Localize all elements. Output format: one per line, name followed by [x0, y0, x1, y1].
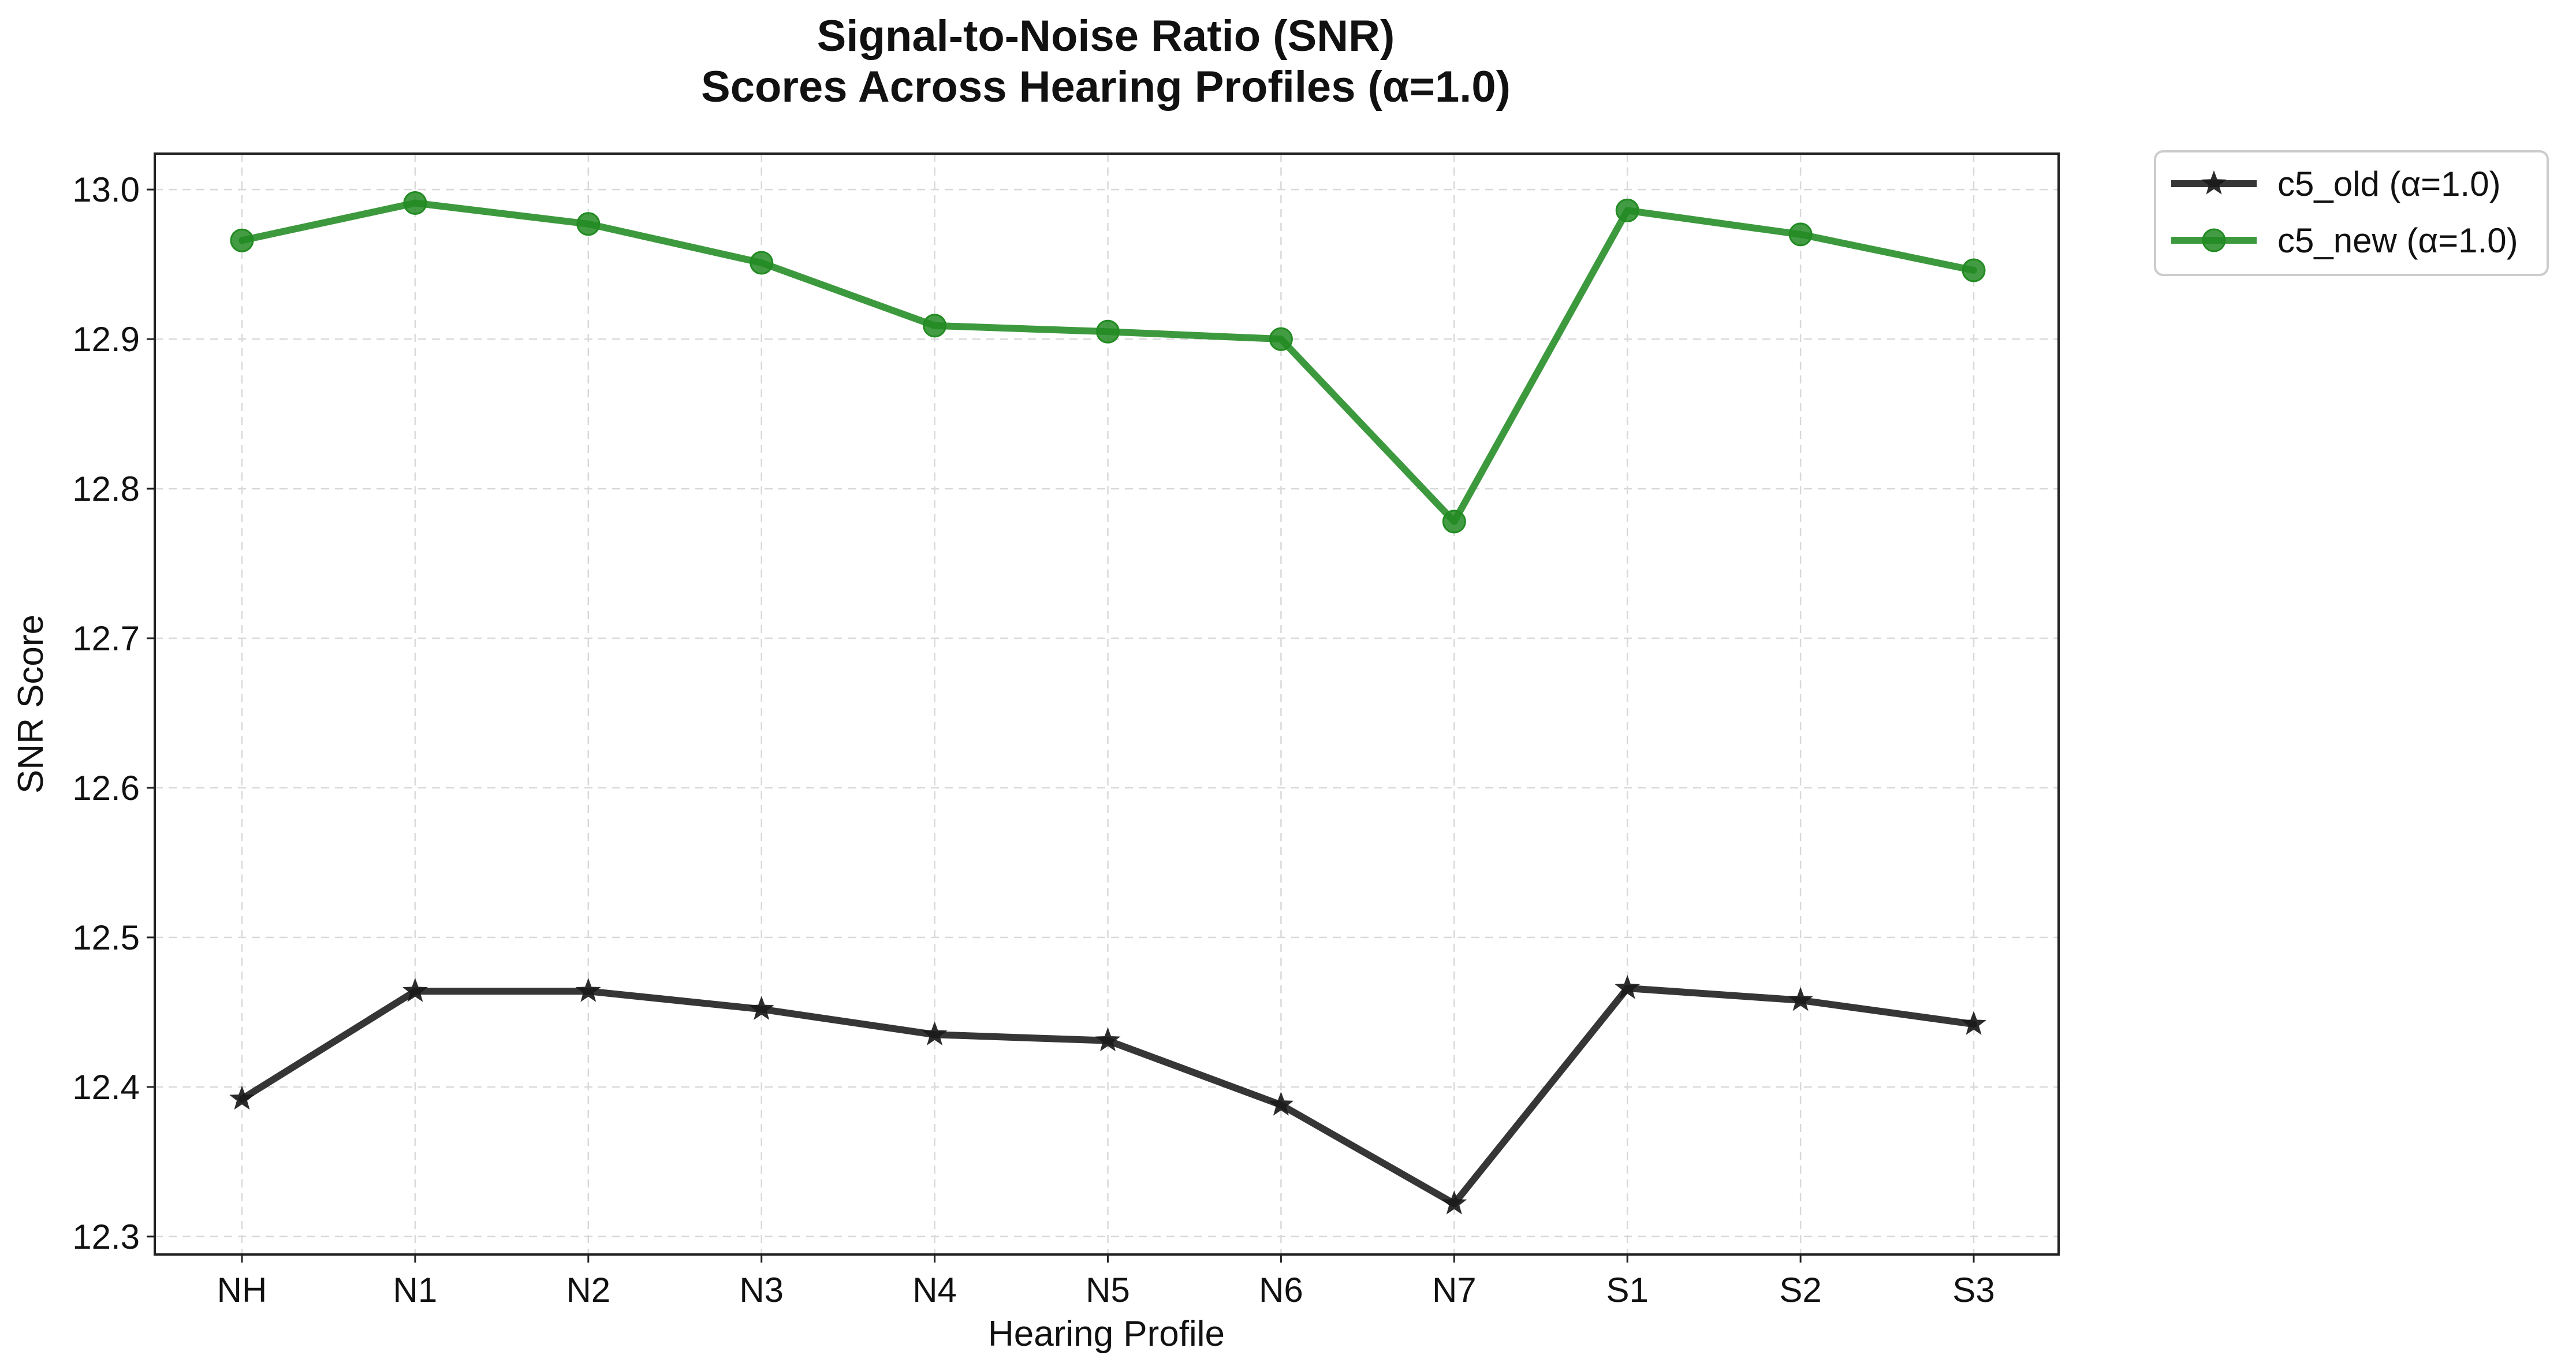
legend-marker [2202, 228, 2226, 252]
series-2 [230, 191, 1986, 534]
y-tick-label: 12.7 [72, 619, 140, 658]
plot-area-frame [154, 152, 2060, 1256]
x-axis-label: Hearing Profile [988, 1314, 1225, 1354]
data-point [1269, 327, 1293, 351]
x-tick-label: N7 [1432, 1271, 1477, 1309]
x-axis: NH N1 N2 N3 N4 N5 N6 N7 S1 S2 S3 [217, 1254, 1995, 1309]
data-point [1442, 509, 1466, 534]
x-tick-label: S3 [1952, 1271, 1995, 1309]
x-tick-label: N5 [1086, 1271, 1130, 1309]
x-tick-label: N4 [912, 1271, 957, 1309]
data-point [1788, 222, 1813, 247]
data-point [750, 251, 774, 275]
data-point [748, 996, 774, 1020]
y-tick-label: 12.5 [72, 918, 140, 957]
data-point [1268, 1092, 1294, 1116]
y-axis-label: SNR Score [11, 615, 51, 794]
data-point [1096, 319, 1120, 344]
data-point [229, 1085, 255, 1110]
y-tick-label: 12.8 [72, 470, 140, 508]
data-point [1095, 1027, 1121, 1052]
x-tick-label: NH [217, 1271, 267, 1309]
x-tick-label: N6 [1259, 1271, 1303, 1309]
x-tick-label: N2 [566, 1271, 610, 1309]
y-tick-label: 12.6 [72, 769, 140, 807]
data-point [1615, 975, 1641, 999]
data-point [1615, 198, 1639, 222]
legend-marker [2201, 170, 2227, 195]
data-point [230, 228, 254, 252]
data-point [1441, 1190, 1467, 1215]
series-1 [229, 975, 1986, 1215]
gridlines [155, 154, 2059, 1254]
data-point [403, 191, 427, 215]
legend-label: c5_old (α=1.0) [2277, 165, 2501, 203]
y-tick-label: 13.0 [72, 170, 140, 209]
data-point [402, 978, 428, 1002]
chart-title-line-2: Scores Across Hearing Profiles (α=1.0) [701, 62, 1511, 111]
data-point [922, 1021, 948, 1045]
data-point [576, 212, 601, 236]
data-point [923, 314, 947, 338]
y-axis: 12.3 12.4 12.5 12.6 12.7 12.8 12.9 13.0 [72, 170, 155, 1256]
data-point [1788, 986, 1813, 1011]
y-tick-label: 12.3 [72, 1218, 140, 1256]
data-point [1962, 258, 1986, 282]
chart-title-line-1: Signal-to-Noise Ratio (SNR) [817, 12, 1395, 61]
series-layer [229, 191, 1986, 1215]
x-tick-label: N1 [393, 1271, 438, 1309]
x-tick-label: S2 [1779, 1271, 1821, 1309]
legend: c5_old (α=1.0) c5_new (α=1.0) [2154, 150, 2549, 276]
x-tick-label: N3 [739, 1271, 784, 1309]
y-tick-label: 12.9 [72, 320, 140, 359]
legend-label: c5_new (α=1.0) [2277, 221, 2518, 260]
data-point [575, 978, 601, 1002]
y-tick-label: 12.4 [72, 1068, 140, 1107]
x-tick-label: S1 [1606, 1271, 1649, 1309]
data-point [1961, 1011, 1986, 1035]
